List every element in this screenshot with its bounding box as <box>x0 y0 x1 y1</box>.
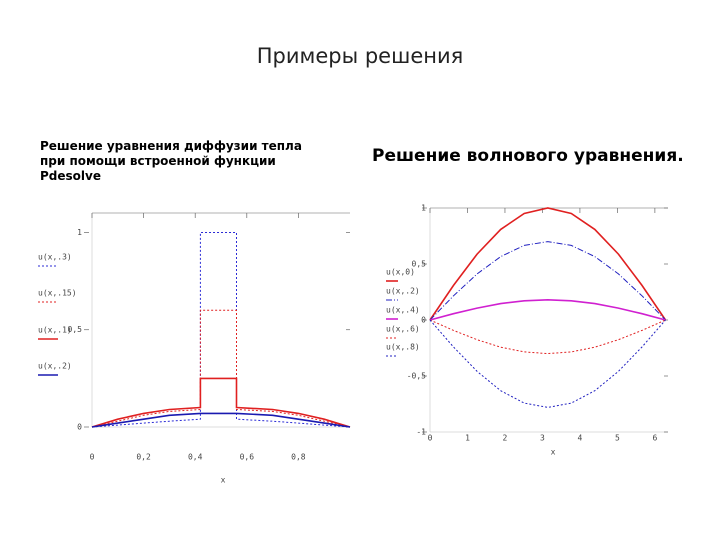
y-tick-label: -0,5 <box>407 372 426 381</box>
legend-label: u(x,.6) <box>386 325 420 334</box>
x-tick-label: 0 <box>90 453 95 462</box>
series-line <box>429 319 666 355</box>
legend-label: u(x,.15) <box>38 289 77 298</box>
x-tick-label: 1 <box>465 434 470 443</box>
legend-label: u(x,.4) <box>386 306 420 315</box>
legend-label: u(x,.3) <box>38 253 72 262</box>
x-axis-label: x <box>221 476 226 485</box>
x-tick-label: 6 <box>652 434 657 443</box>
series-line <box>429 207 667 321</box>
series-line <box>429 319 666 408</box>
legend-label: u(x,.2) <box>386 287 420 296</box>
x-tick-label: 0,8 <box>291 453 306 462</box>
series-line <box>429 298 666 321</box>
series-line <box>91 309 351 428</box>
x-tick-label: 0,2 <box>136 453 151 462</box>
y-tick-label: 0,5 <box>412 260 427 269</box>
legend-label: u(x,0) <box>386 268 415 277</box>
series-line <box>91 232 351 428</box>
series-line <box>91 412 351 428</box>
y-tick-label: 0 <box>77 423 82 432</box>
y-tick-label: 1 <box>77 228 82 237</box>
x-tick-label: 2 <box>503 434 508 443</box>
x-tick-label: 0 <box>428 434 433 443</box>
series-line <box>91 377 351 428</box>
y-tick-label: 1 <box>421 204 426 213</box>
x-axis-label: x <box>551 448 556 457</box>
legend-label: u(x,.2) <box>38 362 72 371</box>
chart-title: Решение волнового уравнения. <box>372 146 684 166</box>
series-line <box>429 241 666 321</box>
x-tick-label: 0,6 <box>240 453 255 462</box>
x-tick-label: 4 <box>578 434 583 443</box>
chart-title: Решение уравнения диффузии тепла при пом… <box>40 139 302 183</box>
x-tick-label: 3 <box>540 434 545 443</box>
legend-label: u(x,.1) <box>38 326 72 335</box>
x-tick-label: 0,4 <box>188 453 203 462</box>
y-tick-label: 0 <box>421 316 426 325</box>
legend-label: u(x,.8) <box>386 343 420 352</box>
y-tick-label: -1 <box>416 428 426 437</box>
y-tick-label: 0,5 <box>68 325 83 334</box>
x-tick-label: 5 <box>615 434 620 443</box>
slide-title: Примеры решения <box>256 44 464 68</box>
